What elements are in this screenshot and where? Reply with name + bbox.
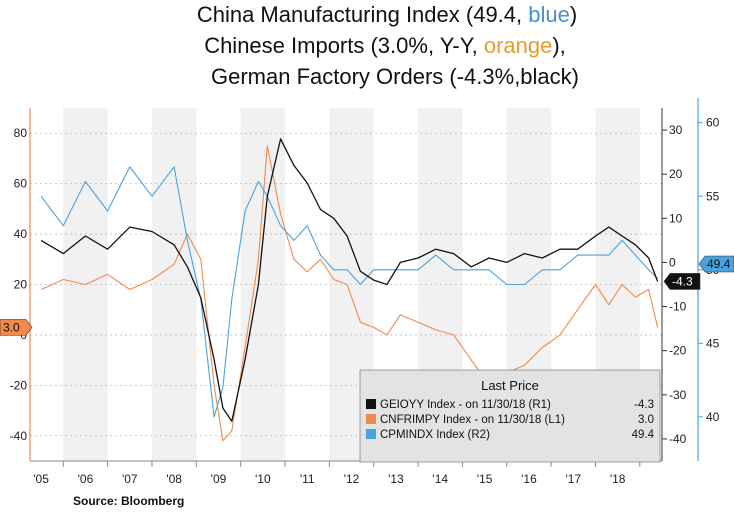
badge-right1-text: -4.3	[672, 274, 693, 288]
legend-header: Last Price	[481, 378, 539, 393]
title-blue-word: blue	[528, 2, 570, 27]
legend: Last Price GEIOYY Index - on 11/30/18 (R1…	[359, 369, 661, 463]
x-tick-label: '10	[255, 472, 271, 486]
x-tick-label: '13	[388, 472, 404, 486]
series-line-cpmindx	[40, 166, 658, 418]
right1-tick-label: -20	[669, 344, 687, 358]
left-tick-label: 20	[14, 278, 28, 292]
badge-right2-text: 49.4	[707, 257, 731, 271]
chart-title-line-2: Chinese Imports (3.0%, Y-Y, orange),	[204, 33, 566, 58]
x-tick-label: '14	[432, 472, 448, 486]
chart-title-line-3: German Factory Orders (-4.3%,black)	[211, 64, 579, 89]
badge-right1: -4.3	[663, 273, 701, 290]
series-line-geioyy	[40, 138, 659, 422]
left-tick-label: 80	[14, 126, 28, 140]
series-lines	[40, 138, 659, 442]
right1-tick-label: 20	[669, 167, 683, 181]
badge-right2: 49.4	[698, 255, 734, 273]
legend-label: GEIOYY Index - on 11/30/18 (R1)	[380, 399, 551, 411]
right1-tick-label: 30	[669, 123, 683, 137]
right1-tick-label: -10	[669, 300, 687, 314]
badge-left-shape	[0, 319, 33, 336]
badge-left-text: 3.0	[3, 320, 20, 334]
right2-tick-label: 45	[706, 336, 720, 350]
right2-tick-label: 55	[706, 189, 720, 203]
badge-left: 3.0	[0, 319, 33, 336]
legend-swatch	[366, 414, 376, 424]
legend-swatch	[366, 429, 376, 439]
x-tick-label: '15	[477, 472, 493, 486]
year-band	[151, 108, 197, 461]
right1-tick-label: -40	[669, 432, 687, 446]
right2-tick-label: 60	[706, 116, 720, 130]
left-tick-label: -40	[10, 429, 28, 443]
legend-value: 49.4	[632, 429, 655, 441]
x-tick-label: '11	[300, 472, 315, 486]
legend-value: 3.0	[638, 414, 654, 426]
source-note: Source: Bloomberg	[73, 494, 185, 508]
legend-box-bg	[359, 369, 661, 463]
chart-title-line-1: China Manufacturing Index (49.4, blue)	[196, 2, 578, 27]
right1-tick-label: 10	[669, 211, 683, 225]
x-tick-label: '09	[211, 472, 227, 486]
x-tick-label: '06	[78, 472, 94, 486]
x-tick-label: '18	[610, 472, 626, 486]
legend-label: CNFRIMPY Index - on 11/30/18 (L1)	[380, 414, 565, 426]
legend-swatch	[366, 399, 376, 409]
x-tick-label: '05	[33, 472, 49, 486]
x-tick-label: '17	[565, 472, 581, 486]
legend-label: CPMINDX Index (R2)	[380, 429, 490, 441]
x-tick-label: '12	[344, 472, 360, 486]
right1-tick-label: 0	[669, 255, 676, 269]
badge-right2-shape	[698, 255, 734, 273]
badge-right1-shape	[663, 273, 701, 290]
left-tick-label: -20	[10, 378, 28, 392]
year-band	[240, 108, 286, 461]
series-line-cnfrimpy	[40, 145, 659, 442]
right2-tick-label: 40	[706, 410, 720, 424]
title-orange-word: orange	[483, 33, 553, 58]
x-tick-label: '08	[166, 472, 182, 486]
right1-tick-label: -30	[669, 388, 687, 402]
x-tick-label: '16	[521, 472, 537, 486]
legend-value: -4.3	[634, 399, 654, 411]
last-value-badges: 3.0 -4.3 49.4	[0, 255, 734, 336]
x-tick-label: '07	[122, 472, 138, 486]
left-tick-label: 60	[14, 177, 28, 191]
left-tick-label: 40	[14, 227, 28, 241]
